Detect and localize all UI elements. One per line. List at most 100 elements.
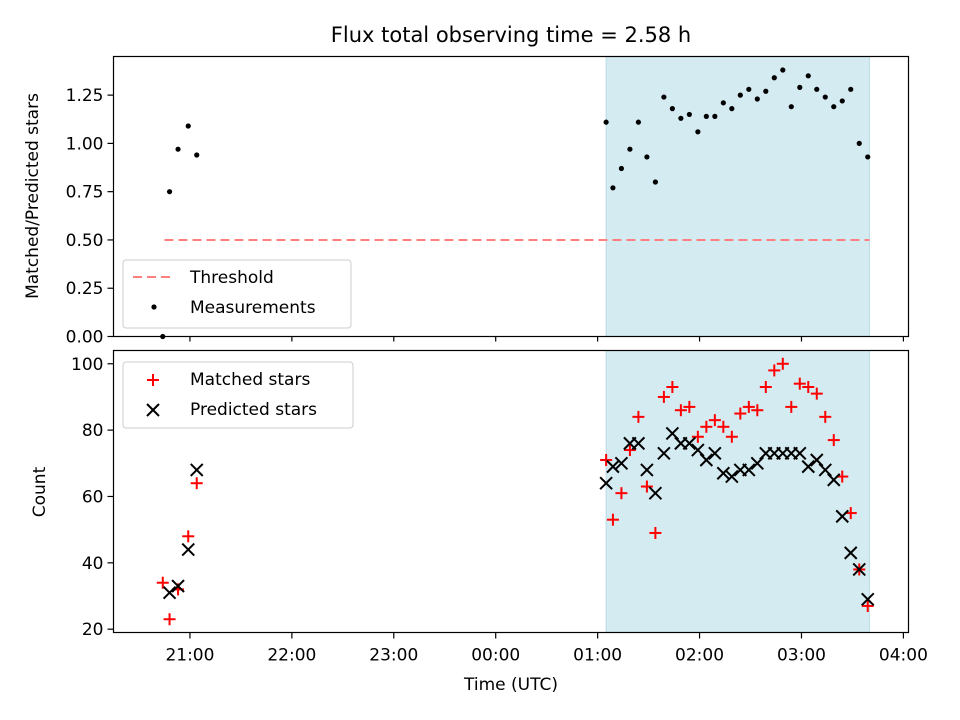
bottom-panel: 20 40 60 80 100 21:00 22:00 23:00 00:00 01:00 02:0… [30,349,928,695]
matched-star-point [615,487,628,500]
measurement-point [856,140,862,146]
top-y-tick-label: 1.00 [66,134,104,154]
matched-star-point [785,400,798,413]
measurement-point [703,113,709,119]
measurement-point [603,119,609,125]
predicted-star-point [861,592,875,607]
measurement-point [848,86,854,92]
x-axis-label: Time (UTC) [463,675,558,695]
measurement-point [686,111,692,118]
x-tick-label: 04:00 [879,646,928,666]
top-legend: Threshold Measurements [122,259,352,329]
measurement-point [865,154,871,160]
predicted-star-point [835,509,849,524]
predicted-star-point [801,459,815,474]
predicted-star-point [852,562,866,577]
measurement-point [746,86,752,92]
matched-star-point [819,410,832,423]
bottom-y-axis-label: Count [30,466,50,517]
measurement-point [185,123,191,129]
matched-star-point [632,410,645,423]
matched-star-point [717,420,730,433]
x-tick-label: 02:00 [675,646,724,666]
measurement-point [814,86,820,92]
x-tick-label: 22:00 [267,646,316,666]
matched-star-point [734,407,747,420]
measurement-point [678,115,684,121]
bottom-marks [156,357,875,626]
matched-star-point [861,599,874,612]
matched-star-point [156,576,169,589]
x-tick-label: 01:00 [573,646,622,666]
bottom-y-tick-label: 20 [82,620,104,640]
matched-star-point [802,380,815,393]
matched-star-point [793,377,806,390]
matched-star-point [649,526,662,539]
top-y-tick-label: 0.00 [66,328,104,348]
predicted-star-point [682,436,697,451]
measurement-point [175,146,181,152]
predicted-star-point [725,469,739,484]
matched-star-point [674,404,687,417]
bottom-axes: 20 40 60 80 100 21:00 22:00 23:00 00:00 01:00 02:0… [71,355,928,666]
bottom-y-tick-label: 40 [82,554,104,574]
matched-star-point [700,420,713,433]
predicted-legend-label: Predicted stars [190,400,317,420]
predicted-star-point [665,426,680,441]
matched-star-point [640,480,653,493]
threshold-legend-label: Threshold [189,268,274,288]
predicted-star-point [181,542,195,557]
matched-legend-swatch [147,374,159,386]
predicted-star-point [810,453,824,467]
measurement-point [652,179,658,185]
predicted-star-point [606,459,620,474]
predicted-star-point [742,463,756,477]
matched-star-point [751,404,764,417]
predicted-legend-swatch [146,403,160,417]
measurements-legend-label: Measurements [190,298,316,318]
top-plot-frame [112,55,910,338]
predicted-star-point [793,446,807,461]
top-panel: 0.00 0.25 0.50 0.75 1.00 1.25 Matched/Predict… [23,55,910,348]
predicted-star-point [657,446,671,461]
bottom-y-tick-label: 80 [82,421,104,441]
matched-star-point [683,400,696,413]
matched-star-point [657,390,670,403]
measurement-point [669,106,675,112]
predicted-star-point [818,463,832,477]
predicted-star-point [844,546,858,560]
predicted-star-point [827,473,841,487]
top-axes: 0.00 0.25 0.50 0.75 1.00 1.25 [66,86,905,348]
bottom-legend-box [122,361,354,429]
measurement-point [805,73,811,79]
predicted-star-point [614,456,629,471]
predicted-star-point [190,463,204,477]
measurement-point [610,185,616,191]
predicted-star-point [750,456,765,471]
predicted-star-point [708,446,722,461]
matched-star-point [768,364,781,377]
x-tick-label: 21:00 [165,646,214,666]
measurement-point [720,100,726,106]
matched-star-point [759,380,772,393]
matched-star-point [190,477,203,490]
measurement-point [780,67,786,73]
measurement-point [644,154,650,160]
measurement-point [194,152,200,158]
measurement-point [627,146,633,152]
matched-star-point [600,453,613,466]
top-legend-box [122,259,352,329]
bottom-plot-frame [112,349,910,634]
x-tick-label: 00:00 [471,646,520,666]
figure-title: Flux total observing time = 2.58 h [331,23,691,47]
bottom-y-tick-label: 100 [71,355,103,375]
predicted-star-point [171,579,185,593]
top-y-tick-label: 0.50 [66,231,104,251]
measurement-point [839,98,845,104]
top-y-tick-label: 0.75 [66,183,104,203]
predicted-star-point [648,486,663,500]
measurement-point [729,106,735,112]
predicted-star-point [599,476,613,490]
matched-star-point [666,380,679,393]
